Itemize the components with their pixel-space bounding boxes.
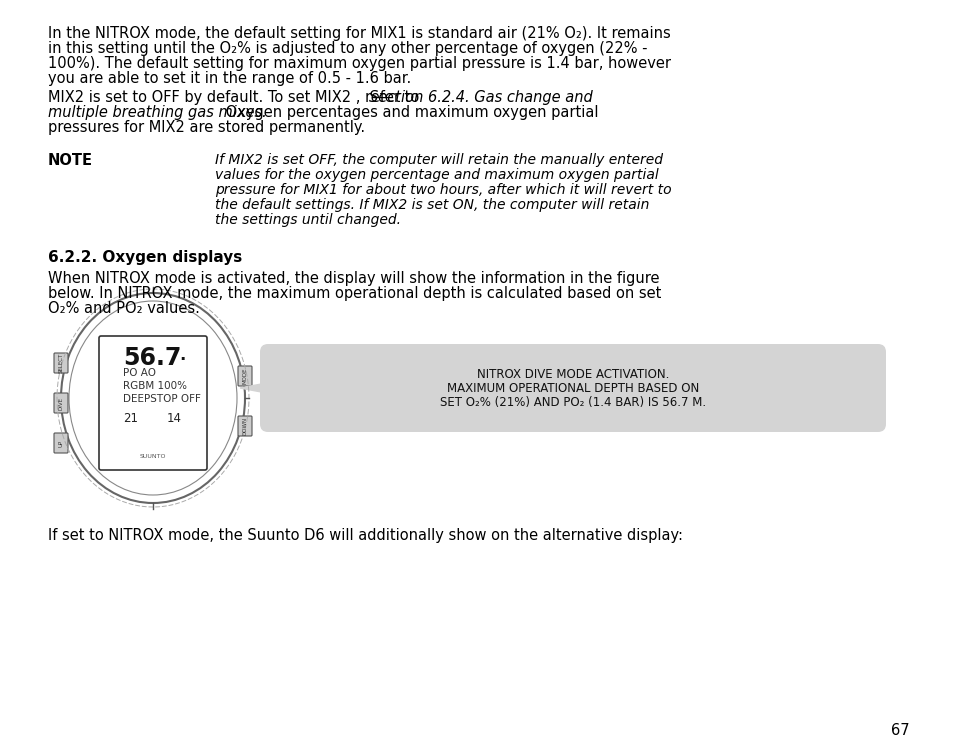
Text: DEEPSTOP OFF: DEEPSTOP OFF: [123, 394, 201, 404]
Text: NITROX DIVE MODE ACTIVATION.: NITROX DIVE MODE ACTIVATION.: [476, 368, 668, 381]
Text: SELECT: SELECT: [58, 353, 64, 373]
Text: pressure for MIX1 for about two hours, after which it will revert to: pressure for MIX1 for about two hours, a…: [214, 183, 671, 197]
Text: If set to NITROX mode, the Suunto D6 will additionally show on the alternative d: If set to NITROX mode, the Suunto D6 wil…: [48, 528, 682, 543]
Text: pressures for MIX2 are stored permanently.: pressures for MIX2 are stored permanentl…: [48, 120, 365, 135]
Text: MODE: MODE: [242, 367, 247, 384]
Text: the settings until changed.: the settings until changed.: [214, 213, 400, 227]
Text: 67: 67: [890, 723, 909, 738]
Text: PO AO: PO AO: [123, 368, 156, 378]
Text: 56.7: 56.7: [123, 346, 181, 370]
FancyBboxPatch shape: [54, 353, 68, 373]
Text: 14: 14: [167, 412, 182, 425]
Text: NOTE: NOTE: [48, 153, 92, 168]
Text: RGBM 100%: RGBM 100%: [123, 381, 187, 391]
Ellipse shape: [61, 293, 245, 503]
Text: If MIX2 is set OFF, the computer will retain the manually entered: If MIX2 is set OFF, the computer will re…: [214, 153, 662, 167]
FancyBboxPatch shape: [237, 416, 252, 436]
Text: 21: 21: [123, 412, 138, 425]
Text: O₂% and PO₂ values.: O₂% and PO₂ values.: [48, 301, 200, 316]
FancyBboxPatch shape: [54, 433, 68, 453]
Text: in this setting until the O₂% is adjusted to any other percentage of oxygen (22%: in this setting until the O₂% is adjuste…: [48, 41, 647, 56]
Polygon shape: [240, 382, 272, 394]
Text: MIX2 is set to OFF by default. To set MIX2 , refer to: MIX2 is set to OFF by default. To set MI…: [48, 90, 423, 105]
Text: you are able to set it in the range of 0.5 - 1.6 bar.: you are able to set it in the range of 0…: [48, 71, 411, 86]
Text: .: .: [179, 346, 185, 364]
Text: the default settings. If MIX2 is set ON, the computer will retain: the default settings. If MIX2 is set ON,…: [214, 198, 649, 212]
Text: MAXIMUM OPERATIONAL DEPTH BASED ON: MAXIMUM OPERATIONAL DEPTH BASED ON: [446, 382, 699, 395]
Text: SUUNTO: SUUNTO: [139, 454, 166, 459]
Text: 6.2.2. Oxygen displays: 6.2.2. Oxygen displays: [48, 250, 242, 265]
Ellipse shape: [69, 301, 236, 495]
Text: multiple breathing gas mixes.: multiple breathing gas mixes.: [48, 105, 267, 120]
FancyBboxPatch shape: [260, 344, 885, 432]
Text: Section 6.2.4. Gas change and: Section 6.2.4. Gas change and: [369, 90, 593, 105]
Text: DIVE: DIVE: [58, 396, 64, 410]
FancyBboxPatch shape: [99, 336, 207, 470]
FancyBboxPatch shape: [54, 393, 68, 413]
Text: values for the oxygen percentage and maximum oxygen partial: values for the oxygen percentage and max…: [214, 168, 659, 182]
Text: below. In NITROX mode, the maximum operational depth is calculated based on set: below. In NITROX mode, the maximum opera…: [48, 286, 660, 301]
Text: Oxygen percentages and maximum oxygen partial: Oxygen percentages and maximum oxygen pa…: [220, 105, 598, 120]
Text: When NITROX mode is activated, the display will show the information in the figu: When NITROX mode is activated, the displ…: [48, 271, 659, 286]
Text: 100%). The default setting for maximum oxygen partial pressure is 1.4 bar, howev: 100%). The default setting for maximum o…: [48, 56, 670, 71]
Text: UP: UP: [58, 439, 64, 447]
Text: In the NITROX mode, the default setting for MIX1 is standard air (21% O₂). It re: In the NITROX mode, the default setting …: [48, 26, 670, 41]
Text: DOWN: DOWN: [242, 417, 247, 435]
FancyBboxPatch shape: [237, 366, 252, 386]
Text: SET O₂% (21%) AND PO₂ (1.4 BAR) IS 56.7 M.: SET O₂% (21%) AND PO₂ (1.4 BAR) IS 56.7 …: [439, 396, 705, 409]
